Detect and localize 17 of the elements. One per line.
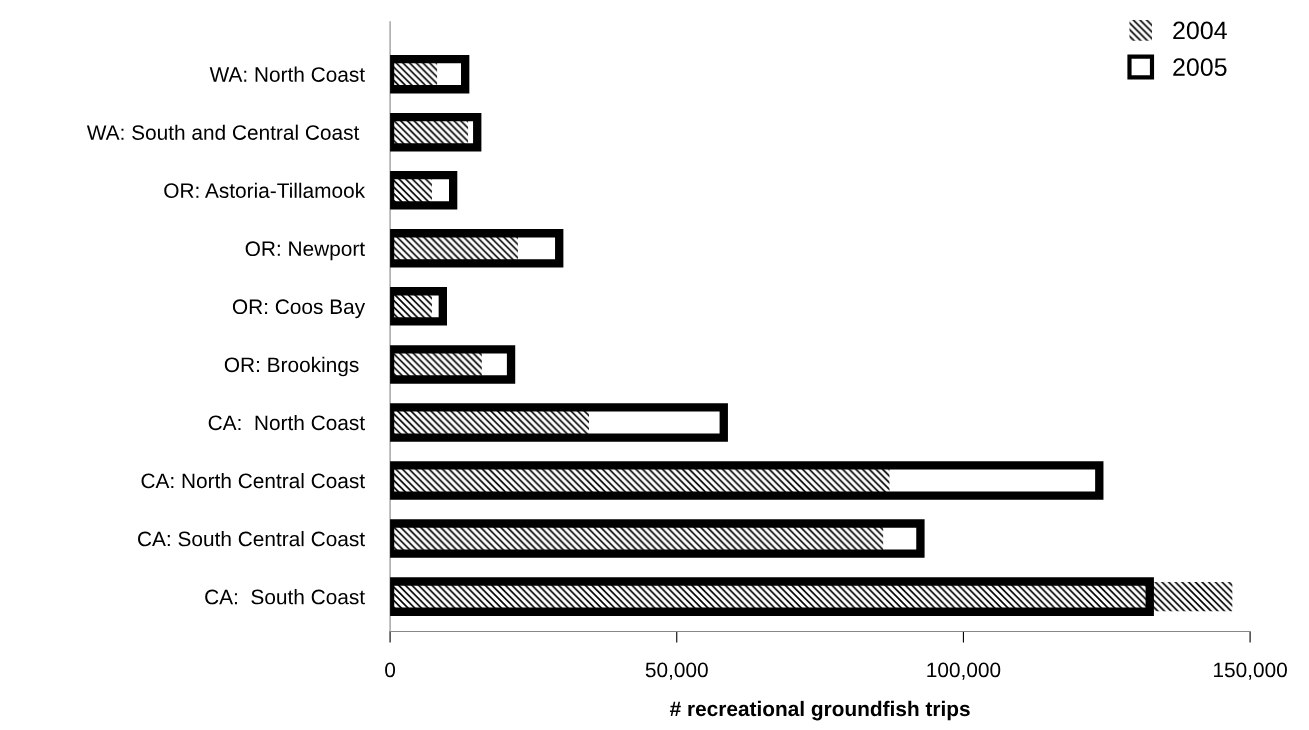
x-tick-label: 150,000 — [1214, 662, 1287, 680]
legend-label: 2005 — [1173, 58, 1227, 76]
y-tick-label: CA: North Central Coast — [141, 472, 365, 489]
y-tick-label: OR: Astoria-Tillamook — [164, 182, 366, 199]
x-tick-label: 0 — [385, 662, 396, 678]
x-tick-label: 50,000 — [645, 662, 708, 680]
x-axis-title: # recreational groundfish trips — [669, 700, 970, 721]
y-tick-label: CA: South Central Coast — [138, 531, 365, 547]
y-tick-label: CA: North Coast — [208, 414, 365, 431]
y-tick-label: CA: South Coast — [205, 589, 365, 605]
y-tick-label: WA: South and Central Coast — [86, 124, 360, 140]
y-tick-label: OR: Brookings — [224, 356, 359, 377]
y-tick-label: OR: Newport — [245, 241, 365, 261]
x-tick-label: 100,000 — [927, 662, 1001, 680]
y-tick-label: WA: North Coast — [209, 66, 365, 82]
legend-label: 2004 — [1173, 21, 1227, 40]
y-tick-label: OR: Coos Bay — [232, 299, 366, 319]
